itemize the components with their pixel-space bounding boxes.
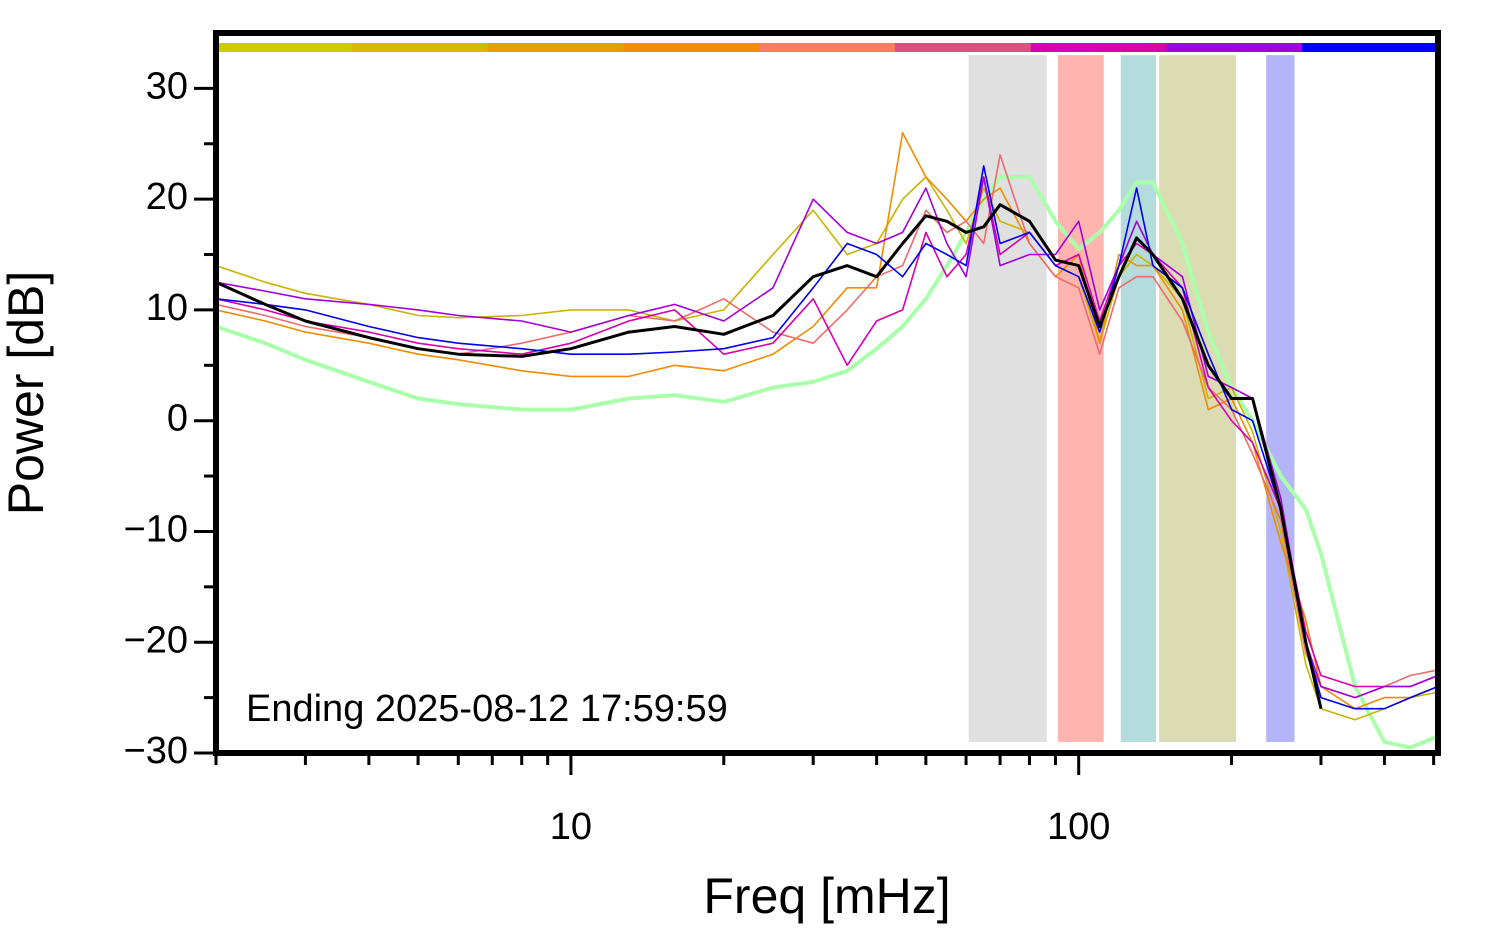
y-tick-label: −30	[124, 730, 188, 772]
color-bar-segment	[351, 43, 489, 52]
x-tick-label: 100	[1047, 806, 1110, 848]
color-bar-segment	[216, 43, 353, 52]
color-bar-segment	[487, 43, 624, 52]
series-line	[216, 154, 1438, 699]
color-bar-segment	[623, 43, 760, 52]
frequency-band	[1266, 55, 1295, 742]
annotation: Ending 2025-08-12 17:59:59	[246, 688, 728, 730]
y-tick-label: 10	[146, 287, 188, 329]
plot-area	[216, 43, 1438, 750]
frequency-band	[1159, 55, 1236, 742]
y-tick-label: −20	[124, 619, 188, 661]
y-tick-label: 30	[146, 65, 188, 107]
frequency-band	[1120, 55, 1157, 742]
series-line	[216, 175, 1438, 750]
color-bar-segment	[1166, 43, 1303, 52]
plot-frame	[213, 30, 1441, 756]
y-tick-label: 0	[167, 398, 188, 440]
color-bar-segment	[1030, 43, 1167, 52]
series-line	[216, 203, 1323, 710]
color-bar-segment	[894, 43, 1032, 52]
color-bar-segment	[759, 43, 896, 52]
series-line	[216, 131, 1438, 710]
frequency-band	[968, 55, 1047, 742]
x-axis-label: Freq [mHz]	[703, 868, 950, 924]
x-tick-label: 10	[550, 806, 592, 848]
y-tick-label: −10	[124, 508, 188, 550]
color-bar-segment	[1302, 43, 1438, 52]
series-line	[216, 165, 1438, 710]
frequency-band	[1057, 55, 1104, 742]
y-axis-label: Power [dB]	[0, 271, 54, 516]
series-line	[216, 176, 1438, 699]
series-line	[216, 176, 1438, 688]
y-tick-label: 20	[146, 176, 188, 218]
